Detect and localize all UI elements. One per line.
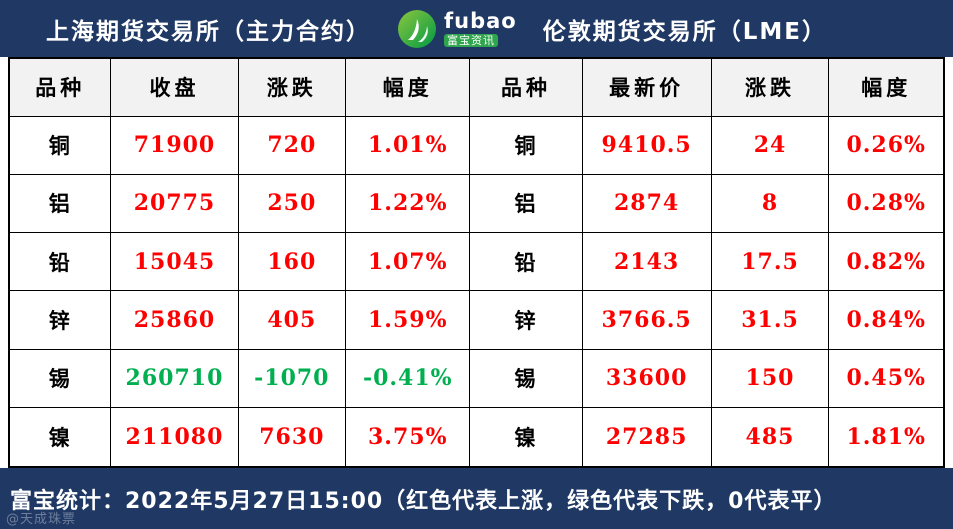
price-table-wrap: 品种 收盘 涨跌 幅度 品种 最新价 涨跌 幅度 铜 71900 720 1.0… [8,57,945,468]
footer-note: 富宝统计：2022年5月27日15:00（红色代表上涨，绿色代表下跌，0代表平） [10,488,837,514]
col-shfe-close: 收盘 [110,57,239,117]
fubao-logo: fubao 富宝资讯 [397,9,517,49]
shfe-change: 7630 [237,407,347,468]
lme-pct: 0.26% [828,115,945,175]
table-row: 铅 15045 160 1.07% 铅 2143 17.5 0.82% [8,232,945,292]
metal-name: 铜 [469,115,583,175]
shfe-pct: 3.75% [345,407,471,468]
lme-latest: 2143 [581,232,712,292]
footer-bar: 富宝统计：2022年5月27日15:00（红色代表上涨，绿色代表下跌，0代表平）… [0,468,953,529]
col-lme-variety: 品种 [469,57,583,117]
table-row: 铜 71900 720 1.01% 铜 9410.5 24 0.26% [8,115,945,175]
fubao-logo-subtitle: 富宝资讯 [444,33,498,48]
metal-name: 铝 [469,173,583,234]
col-lme-change: 涨跌 [710,57,830,117]
shfe-close: 260710 [110,348,239,409]
lme-latest: 3766.5 [581,290,712,350]
col-lme-pct: 幅度 [828,57,945,117]
lme-latest: 33600 [581,348,712,409]
lme-pct: 0.82% [828,232,945,292]
shfe-pct: 1.07% [345,232,471,292]
lme-title: 伦敦期货交易所（LME） [542,18,827,45]
table-row: 镍 211080 7630 3.75% 镍 27285 485 1.81% [8,407,945,468]
col-shfe-variety: 品种 [8,57,112,117]
lme-change: 17.5 [710,232,830,292]
shfe-pct: 1.01% [345,115,471,175]
watermark: @天成珠票 [6,512,77,527]
lme-change: 31.5 [710,290,830,350]
fubao-logo-icon [398,9,436,48]
shfe-close: 25860 [110,290,239,350]
lme-latest: 9410.5 [581,115,712,175]
lme-change: 24 [710,115,830,175]
table-header-row: 品种 收盘 涨跌 幅度 品种 最新价 涨跌 幅度 [8,57,945,117]
price-table: 品种 收盘 涨跌 幅度 品种 最新价 涨跌 幅度 铜 71900 720 1.0… [8,57,945,468]
lme-pct: 1.81% [828,407,945,468]
lme-latest: 2874 [581,173,712,234]
shfe-pct: 1.22% [345,173,471,234]
table-row: 锌 25860 405 1.59% 锌 3766.5 31.5 0.84% [8,290,945,350]
top-bar: 上海期货交易所（主力合约） fubao 富宝资讯 伦敦期货交易所（LME） [0,0,953,57]
shfe-close: 15045 [110,232,239,292]
metal-name: 锡 [469,348,583,409]
shfe-close: 211080 [110,407,239,468]
metal-name: 镍 [469,407,583,468]
metal-name: 铅 [8,232,112,292]
metal-name: 锡 [8,348,112,409]
lme-change: 8 [710,173,830,234]
lme-change: 485 [710,407,830,468]
shfe-change: 250 [237,173,347,234]
col-lme-latest: 最新价 [581,57,712,117]
shfe-change: -1070 [237,348,347,409]
shfe-change: 160 [237,232,347,292]
shfe-close: 20775 [110,173,239,234]
metal-name: 铜 [8,115,112,175]
fubao-logo-text: fubao 富宝资讯 [444,8,517,48]
col-shfe-change: 涨跌 [237,57,347,117]
metal-name: 铅 [469,232,583,292]
table-row: 铝 20775 250 1.22% 铝 2874 8 0.28% [8,173,945,234]
lme-pct: 0.28% [828,173,945,234]
table-row: 锡 260710 -1070 -0.41% 锡 33600 150 0.45% [8,348,945,409]
shfe-change: 720 [237,115,347,175]
shfe-change: 405 [237,290,347,350]
shfe-close: 71900 [110,115,239,175]
metal-name: 锌 [8,290,112,350]
lme-latest: 27285 [581,407,712,468]
shfe-pct: -0.41% [345,348,471,409]
shfe-title: 上海期货交易所（主力合约） [46,18,371,45]
col-shfe-pct: 幅度 [345,57,471,117]
lme-pct: 0.84% [828,290,945,350]
metal-name: 镍 [8,407,112,468]
lme-pct: 0.45% [828,348,945,409]
fubao-logo-wordmark: fubao [444,8,517,33]
shfe-pct: 1.59% [345,290,471,350]
lme-change: 150 [710,348,830,409]
metal-name: 锌 [469,290,583,350]
metal-name: 铝 [8,173,112,234]
